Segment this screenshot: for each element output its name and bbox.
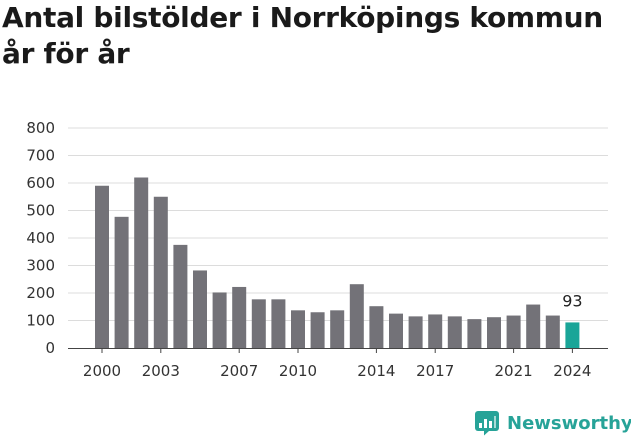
data-labels: 93 bbox=[562, 291, 582, 310]
gridlines bbox=[68, 127, 608, 321]
data-label-2024: 93 bbox=[562, 291, 582, 310]
bar-2009 bbox=[271, 299, 286, 348]
x-tick-label: 2017 bbox=[416, 362, 454, 380]
bar-2005 bbox=[193, 270, 207, 348]
bar-2002 bbox=[134, 177, 149, 348]
bar-2019 bbox=[467, 319, 482, 348]
bar-2022 bbox=[526, 304, 541, 348]
bar-2018 bbox=[447, 316, 462, 348]
bars bbox=[68, 177, 608, 349]
bar-2024 bbox=[565, 322, 580, 348]
bar-2017 bbox=[428, 314, 443, 348]
bar-2012 bbox=[330, 310, 345, 348]
bar-2013 bbox=[349, 284, 364, 348]
bar-2006 bbox=[212, 292, 227, 348]
bar-2000 bbox=[95, 185, 109, 348]
bar-2003 bbox=[153, 196, 168, 348]
chart-title: Antal bilstölder i Norrköpings kommun år… bbox=[2, 1, 603, 70]
y-tick-label: 400 bbox=[26, 229, 55, 247]
bar-2004 bbox=[173, 244, 188, 348]
y-tick-label: 500 bbox=[26, 202, 55, 220]
newsworthy-logo-icon bbox=[475, 411, 499, 436]
bar-2011 bbox=[310, 312, 325, 348]
bar-2010 bbox=[291, 310, 305, 348]
y-tick-label: 200 bbox=[26, 284, 55, 302]
y-tick-label: 300 bbox=[26, 257, 55, 275]
x-tick-label: 2010 bbox=[279, 362, 317, 380]
x-tick-label: 2021 bbox=[495, 362, 533, 380]
bar-2001 bbox=[114, 216, 129, 348]
y-axis-ticks: 0 100 200 300 400 500 600 700 800 bbox=[26, 119, 55, 357]
bar-2021 bbox=[506, 315, 521, 348]
y-tick-label: 600 bbox=[26, 174, 55, 192]
brand-name: Newsworthy bbox=[507, 412, 631, 434]
bar-2008 bbox=[251, 299, 266, 348]
y-tick-label: 800 bbox=[26, 119, 55, 137]
x-tick-label: 2003 bbox=[142, 362, 180, 380]
y-tick-label: 0 bbox=[45, 339, 55, 357]
bar-2016 bbox=[408, 316, 423, 348]
x-tick-label: 2000 bbox=[83, 362, 121, 380]
bar-2020 bbox=[487, 317, 501, 348]
x-tick-label: 2024 bbox=[553, 362, 591, 380]
newsworthy-logo: Newsworthy bbox=[474, 409, 631, 437]
bar-2014 bbox=[369, 306, 384, 348]
bar-2023 bbox=[545, 315, 560, 348]
x-axis-ticks: 2000 2003 2007 2010 2014 2017 2021 2024 bbox=[83, 348, 591, 380]
x-tick-label: 2007 bbox=[220, 362, 258, 380]
y-tick-label: 100 bbox=[26, 312, 55, 330]
x-tick-label: 2014 bbox=[357, 362, 395, 380]
bar-2007 bbox=[232, 286, 247, 348]
bar-2015 bbox=[389, 313, 403, 348]
y-tick-label: 700 bbox=[26, 147, 55, 165]
